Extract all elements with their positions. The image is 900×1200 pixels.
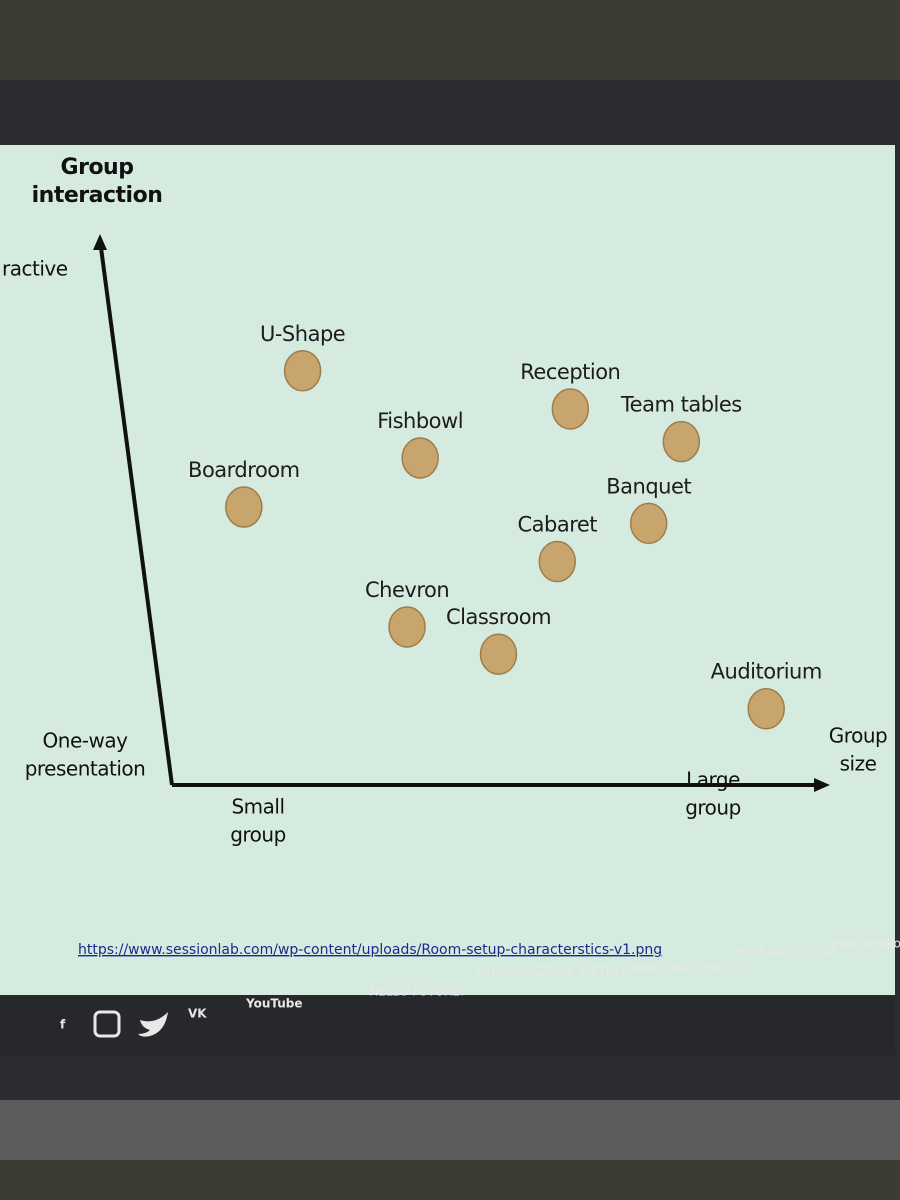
point xyxy=(401,437,439,479)
point xyxy=(662,420,701,463)
x-high-label: Large xyxy=(686,768,740,792)
point xyxy=(388,606,426,648)
y-axis-title: Group xyxy=(61,155,134,180)
x-low-label: group xyxy=(230,823,286,847)
group-name: GRUPA UCZELNI VISTULA xyxy=(478,965,630,979)
site: www.handlow xyxy=(828,937,900,951)
point-label: Classroom xyxy=(446,605,551,629)
frame-edge xyxy=(0,1100,900,1160)
point-label: Team tables xyxy=(620,393,742,417)
point-label: Banquet xyxy=(606,474,691,498)
youtube-label: YouTube xyxy=(245,997,303,1011)
social-icon xyxy=(138,1012,168,1037)
y-low-label: presentation xyxy=(25,757,146,781)
point-label: U-Shape xyxy=(260,322,345,346)
point-label: Fishbowl xyxy=(377,409,463,433)
point xyxy=(629,502,668,545)
point xyxy=(283,350,322,392)
y-axis xyxy=(98,239,174,786)
slide xyxy=(0,145,895,995)
x-low-label: Small xyxy=(231,795,284,819)
point xyxy=(538,540,577,583)
slogan: HELLO FUTURE! xyxy=(370,985,465,999)
y-axis-title: interaction xyxy=(32,183,163,208)
y-low-label: One-way xyxy=(43,729,129,753)
x-high-label: group xyxy=(685,796,741,820)
social-icon xyxy=(93,1010,121,1038)
site: www.vistula.edu.pl xyxy=(628,961,741,975)
point xyxy=(479,633,518,675)
point xyxy=(747,687,785,730)
social-icon: f xyxy=(60,1018,66,1032)
arrow-head xyxy=(93,234,107,250)
y-high-label: ractive xyxy=(2,257,68,281)
site: www.sgtir.edu.pl xyxy=(735,943,834,957)
point xyxy=(551,388,590,430)
point-label: Cabaret xyxy=(517,513,597,537)
footer-bar xyxy=(0,995,895,1055)
arrow-head xyxy=(814,778,830,792)
point-label: Auditorium xyxy=(711,660,822,684)
point-label: Reception xyxy=(520,360,620,384)
source-link[interactable]: https://www.sessionlab.com/wp-content/up… xyxy=(78,942,662,958)
point-label: Boardroom xyxy=(188,458,300,482)
point-label: Chevron xyxy=(365,578,449,602)
point xyxy=(225,486,263,528)
x-axis-title: Group xyxy=(829,724,887,748)
social-icon: VK xyxy=(188,1007,207,1021)
x-axis-title: size xyxy=(840,752,877,776)
